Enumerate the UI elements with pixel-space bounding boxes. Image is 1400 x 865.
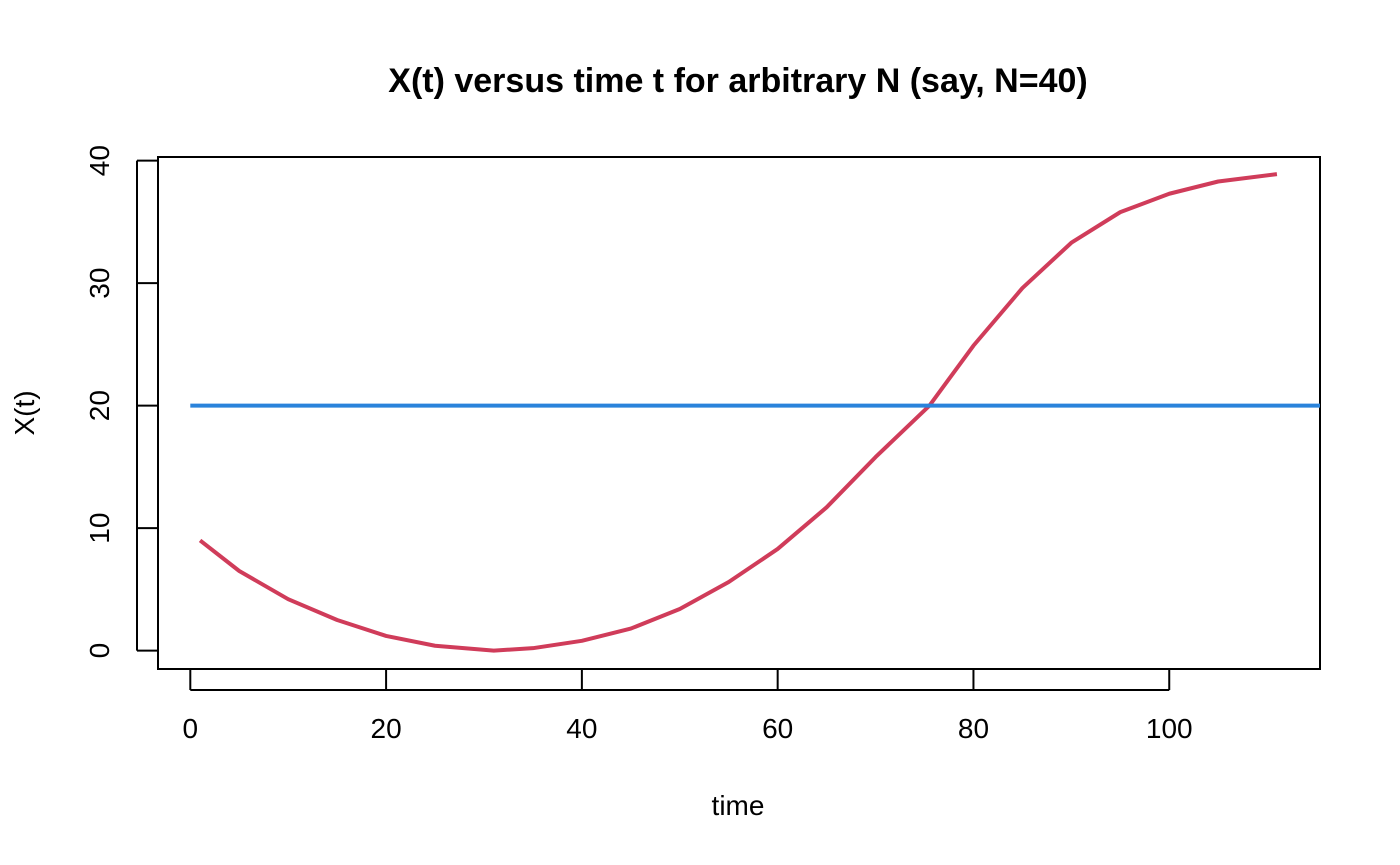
y-tick-label: 40 <box>84 145 115 176</box>
y-tick-label: 20 <box>84 390 115 421</box>
x-axis-label: time <box>712 790 765 821</box>
x-tick-label: 40 <box>566 713 597 744</box>
y-tick-label: 0 <box>84 643 115 659</box>
y-axis-label: X(t) <box>9 390 40 435</box>
x-tick-label: 60 <box>762 713 793 744</box>
series-layer <box>190 172 1320 653</box>
y-tick-label: 10 <box>84 513 115 544</box>
x-tick-label: 100 <box>1146 713 1193 744</box>
y-tick-label: 30 <box>84 268 115 299</box>
y-axis: 0 10 20 30 40 <box>84 145 158 658</box>
x-tick-label: 0 <box>183 713 199 744</box>
plot-frame <box>157 156 1321 670</box>
x-tick-label: 20 <box>371 713 402 744</box>
series-line-0 <box>198 172 1278 653</box>
x-tick-label: 80 <box>958 713 989 744</box>
x-axis: 0 20 40 60 80 100 <box>183 669 1193 744</box>
chart-title: X(t) versus time t for arbitrary N (say,… <box>388 62 1087 100</box>
